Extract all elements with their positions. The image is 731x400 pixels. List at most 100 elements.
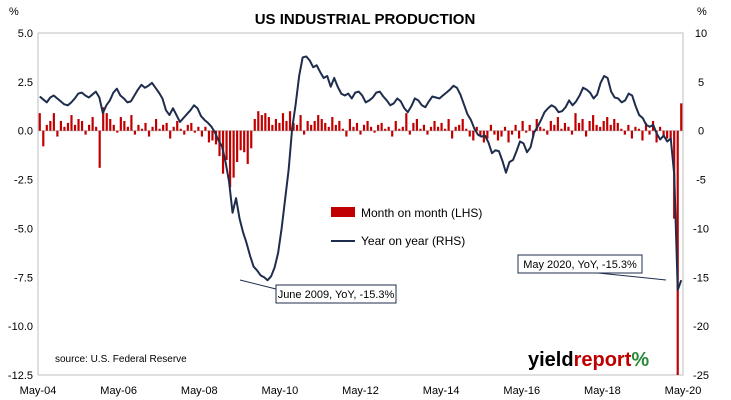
mom-bar: [102, 107, 105, 131]
mom-bar: [394, 120, 397, 131]
mom-bar: [264, 113, 267, 131]
mom-bar: [627, 124, 630, 131]
callout-2020-text: May 2020, YoY, -15.3%: [523, 259, 637, 271]
callout-2009-text: June 2009, YoY, -15.3%: [278, 289, 395, 301]
mom-bar: [338, 120, 341, 131]
mom-bar: [659, 126, 662, 131]
right-axis-unit: %: [697, 6, 707, 18]
mom-bar: [355, 122, 359, 131]
mom-bar: [391, 130, 394, 137]
brand-logo: yieldreport%: [528, 349, 649, 371]
mom-bar: [271, 124, 274, 131]
mom-bar: [486, 130, 489, 139]
mom-bar: [63, 126, 66, 131]
mom-bar: [246, 130, 249, 164]
mom-bar: [669, 130, 672, 141]
mom-bar: [190, 122, 193, 131]
mom-bar: [514, 124, 517, 131]
source-note: source: U.S. Federal Reserve: [55, 354, 187, 365]
mom-bar: [549, 120, 552, 131]
mom-bar: [253, 118, 256, 131]
mom-bar: [281, 113, 285, 131]
mom-bar: [454, 126, 457, 131]
brand-pct: %: [631, 349, 649, 371]
mom-bar: [542, 128, 545, 131]
mom-bar: [500, 130, 503, 137]
mom-bar: [59, 120, 63, 131]
left-tick-label: -2.5: [14, 175, 33, 187]
mom-bar: [458, 124, 461, 131]
mom-bar: [630, 130, 633, 139]
brand-report: report: [574, 349, 632, 371]
plot-area: [37, 32, 684, 376]
mom-bar: [154, 118, 158, 131]
mom-bar: [317, 115, 320, 131]
x-tick-label: May-16: [503, 385, 540, 397]
mom-bar: [306, 120, 309, 131]
mom-bar: [366, 120, 369, 131]
mom-bar: [655, 130, 658, 143]
mom-bar: [207, 130, 211, 143]
x-tick-label: May-12: [342, 385, 379, 397]
mom-bar: [553, 124, 556, 131]
mom-bar: [570, 130, 574, 135]
mom-bar: [644, 122, 648, 131]
right-tick-label: 5: [698, 77, 704, 89]
mom-bar: [436, 126, 440, 131]
mom-bar: [334, 124, 337, 131]
mom-bar: [239, 130, 242, 151]
mom-bar: [119, 117, 122, 131]
callout-2020-leader: [597, 272, 667, 281]
mom-bar: [176, 120, 179, 131]
mom-bar: [472, 130, 475, 141]
mom-bar: [567, 126, 570, 131]
mom-bar: [496, 130, 500, 141]
mom-bar: [260, 115, 263, 131]
mom-bar: [461, 118, 464, 131]
mom-bar: [109, 118, 112, 131]
mom-bar: [369, 126, 373, 131]
mom-bar: [232, 130, 235, 178]
mom-bar: [183, 130, 186, 135]
mom-bar: [144, 122, 147, 131]
mom-bar: [440, 122, 443, 131]
x-tick-label: May-20: [665, 385, 702, 397]
callout-2009-box: [275, 284, 397, 304]
mom-bar: [489, 124, 493, 131]
mom-bar: [112, 124, 115, 131]
mom-bar: [599, 126, 602, 131]
mom-bar: [348, 118, 352, 131]
mom-bar: [556, 117, 559, 131]
x-tick-label: May-14: [423, 385, 460, 397]
mom-bar: [525, 130, 528, 133]
mom-bar: [80, 120, 84, 131]
mom-bar: [581, 118, 584, 131]
chart-title: US INDUSTRIAL PRODUCTION: [255, 11, 476, 28]
x-tick-label: May-06: [100, 385, 137, 397]
mom-bar: [415, 118, 418, 131]
mom-bar: [359, 130, 362, 135]
mom-bar: [444, 128, 447, 131]
mom-bar: [560, 128, 563, 131]
mom-bar: [507, 130, 510, 143]
yoy-line: [39, 55, 683, 291]
mom-bar: [197, 126, 200, 131]
mom-bar: [133, 130, 137, 135]
mom-bar: [200, 130, 203, 137]
mom-bar: [521, 120, 524, 131]
mom-bar: [475, 126, 478, 131]
mom-bar: [595, 124, 598, 131]
mom-bar: [126, 126, 129, 131]
x-tick-label: May-18: [584, 385, 621, 397]
mom-bar: [285, 120, 288, 131]
mom-bar: [214, 130, 218, 145]
mom-bar: [186, 124, 189, 131]
mom-bar: [123, 120, 126, 131]
mom-bar: [518, 130, 521, 139]
mom-bar: [620, 128, 623, 131]
mom-bar: [602, 120, 605, 131]
mom-bar: [398, 128, 401, 131]
mom-bar: [616, 122, 619, 131]
left-tick-label: -12.5: [8, 370, 33, 382]
mom-bar: [465, 128, 468, 131]
